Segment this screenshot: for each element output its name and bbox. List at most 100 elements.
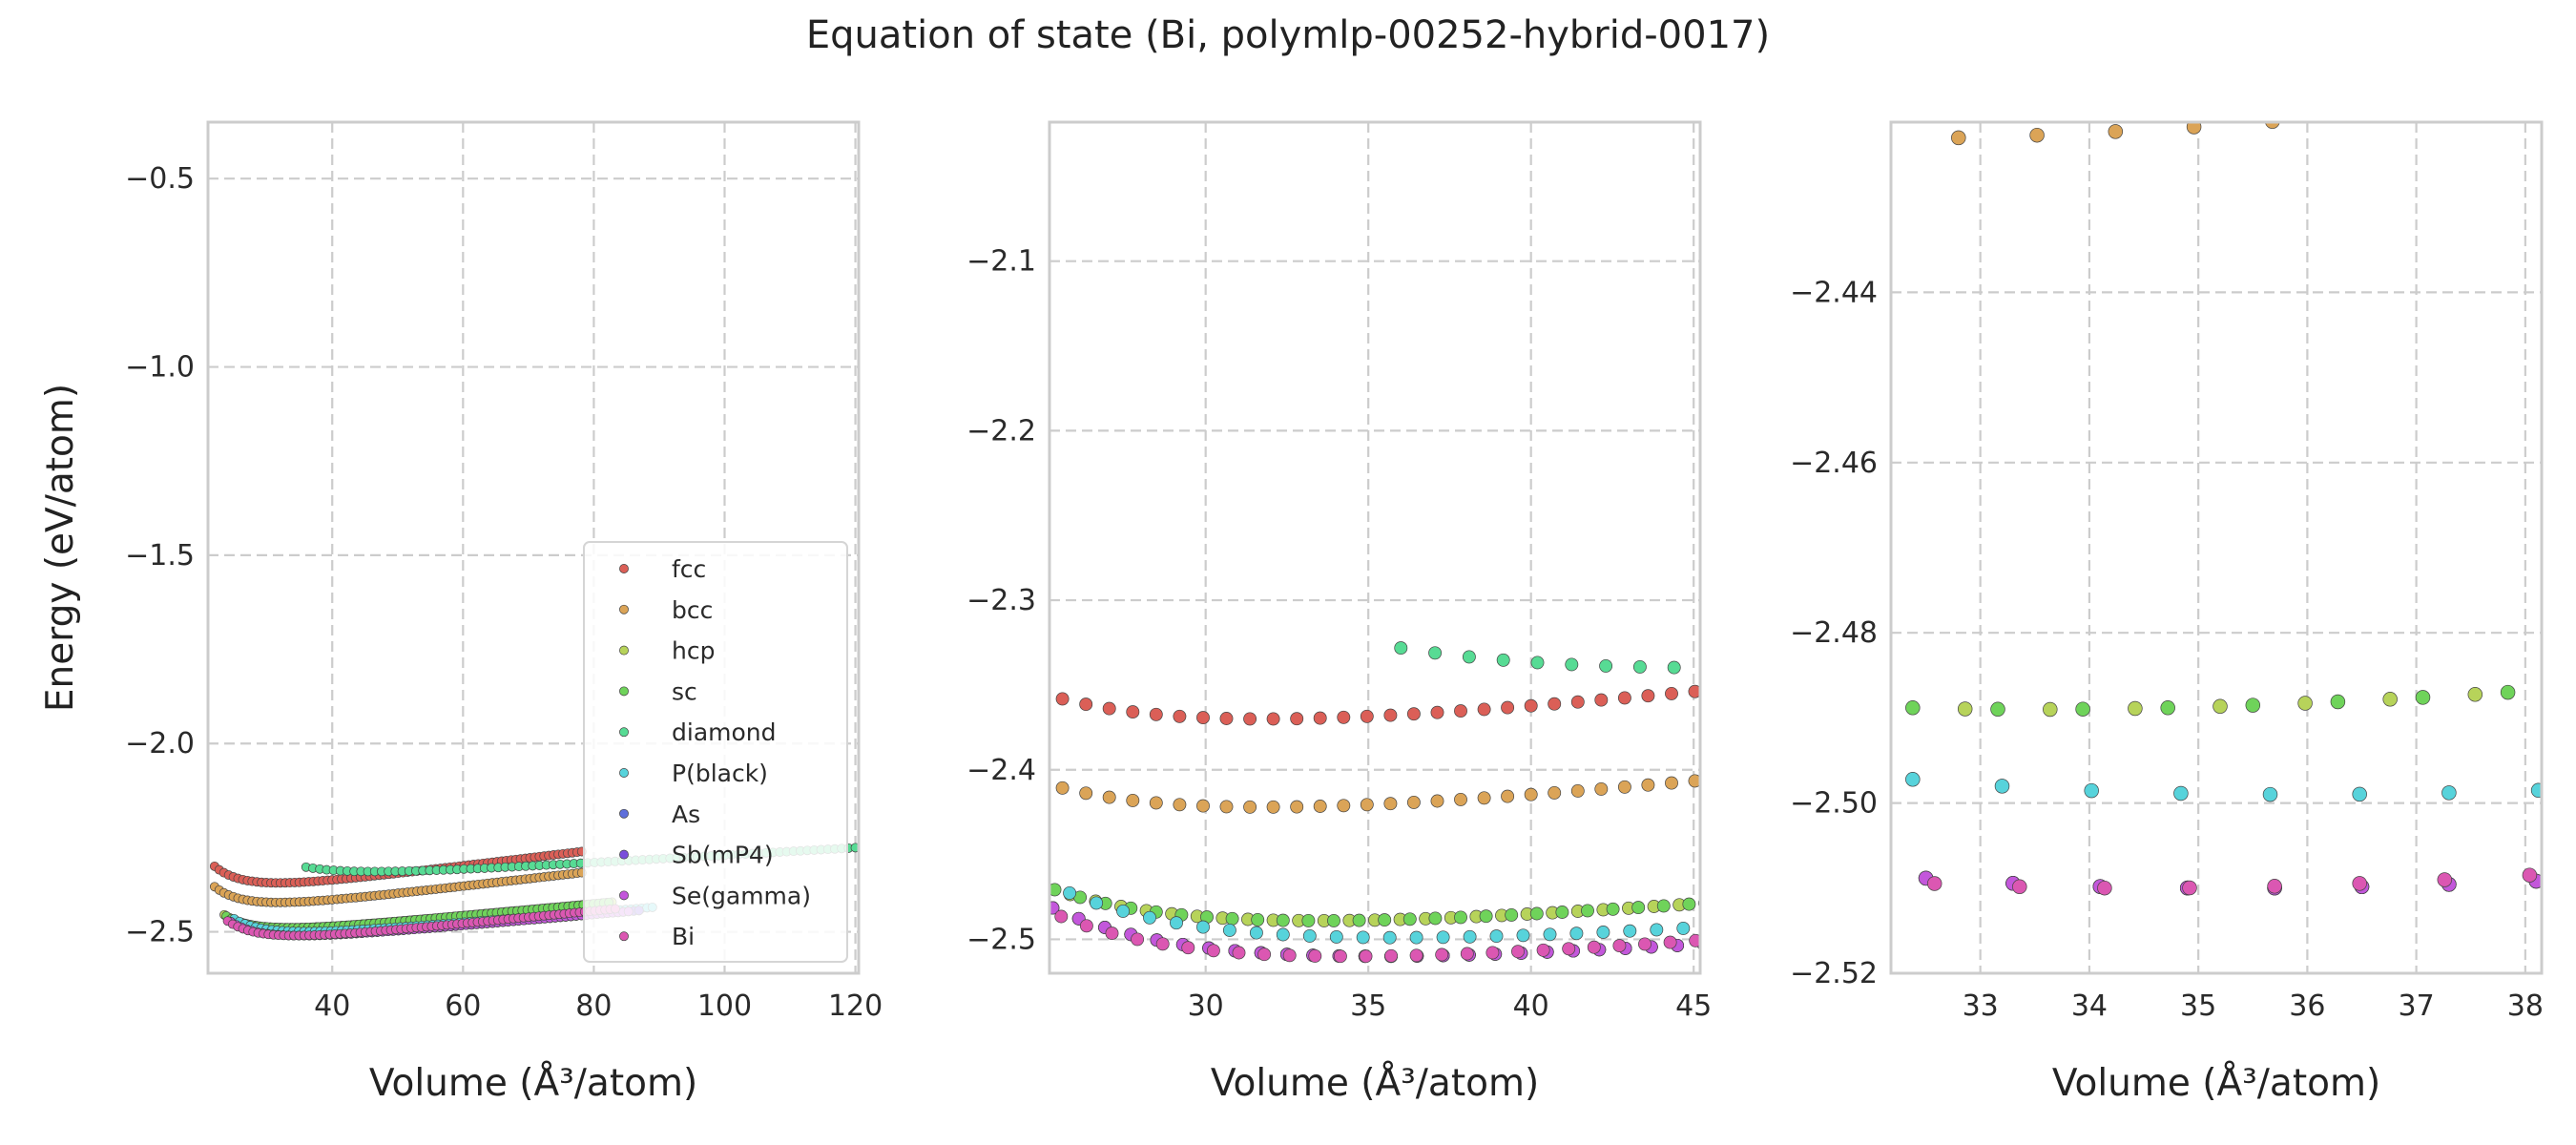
data-point-P(black) xyxy=(1994,779,2010,794)
data-point-hcp xyxy=(1957,701,1973,717)
data-point-sc xyxy=(2330,694,2346,710)
data-point-P(black) xyxy=(1196,920,1210,934)
data-point-fcc xyxy=(1477,702,1491,717)
data-point-fcc xyxy=(1501,700,1515,715)
data-point-fcc xyxy=(1430,705,1444,719)
data-point-Bi xyxy=(1485,946,1500,960)
data-point-P(black) xyxy=(2441,785,2457,801)
data-point-sc xyxy=(1656,899,1671,913)
data-point-Bi xyxy=(1384,948,1399,963)
data-point-bcc xyxy=(2265,122,2280,130)
data-point-bcc xyxy=(1196,799,1210,813)
x-tick-label: 36 xyxy=(2289,989,2325,1023)
data-point-fcc xyxy=(1290,712,1304,726)
data-point-Bi xyxy=(1054,909,1069,924)
y-tick-label: −2.3 xyxy=(966,584,1036,617)
points-group xyxy=(1049,641,1716,964)
data-point-P(black) xyxy=(1302,928,1317,943)
data-point-sc xyxy=(1990,701,2005,718)
data-point-P(black) xyxy=(1516,928,1530,943)
data-point-bcc xyxy=(2347,122,2355,123)
data-point-Bi xyxy=(2012,879,2027,895)
data-point-Bi xyxy=(1663,935,1677,949)
data-point-sc xyxy=(2160,700,2175,716)
legend-marker xyxy=(619,849,629,860)
points-group xyxy=(1905,122,2542,896)
y-tick-label: −1.0 xyxy=(125,351,195,385)
data-point-sc xyxy=(1581,904,1594,918)
data-point-P(black) xyxy=(2530,782,2542,799)
data-point-fcc xyxy=(1524,698,1538,713)
data-point-P(black) xyxy=(1222,923,1236,937)
data-point-fcc xyxy=(1079,697,1093,712)
data-point-hcp xyxy=(2212,698,2228,715)
data-point-P(black) xyxy=(1905,772,1921,787)
data-point-sc xyxy=(1529,906,1544,921)
data-point-P(black) xyxy=(1623,924,1637,938)
data-point-P(black) xyxy=(1704,921,1716,933)
data-point-Bi xyxy=(2352,876,2367,891)
data-point-sc xyxy=(1428,911,1443,926)
x-tick-label: 80 xyxy=(575,989,612,1023)
legend-label: Se(gamma) xyxy=(672,882,811,909)
legend-marker xyxy=(619,604,629,614)
data-point-bcc xyxy=(1266,800,1280,814)
data-point-sc xyxy=(1555,906,1569,919)
data-point-bcc xyxy=(1641,778,1655,792)
data-point-bcc xyxy=(2108,124,2124,139)
x-tick-label: 37 xyxy=(2399,989,2435,1023)
data-point-sc xyxy=(1606,902,1620,916)
data-point-bcc xyxy=(2186,122,2202,135)
data-point-bcc xyxy=(1126,793,1140,807)
data-point-fcc xyxy=(1688,684,1700,698)
data-point-sc xyxy=(1454,910,1467,925)
x-tick-label: 38 xyxy=(2507,989,2544,1023)
data-point-Bi xyxy=(2267,879,2282,894)
legend-marker xyxy=(619,564,629,573)
x-tick-label: 40 xyxy=(314,989,350,1023)
legend-marker xyxy=(619,686,629,697)
data-point-fcc xyxy=(1149,707,1163,721)
plot-background xyxy=(1049,122,1700,973)
data-point-fcc xyxy=(1594,693,1609,707)
data-point-Bi xyxy=(2182,880,2197,896)
x-tick-label: 35 xyxy=(1350,989,1386,1023)
data-point-sc xyxy=(1905,700,1921,716)
y-tick-label: −2.50 xyxy=(1790,787,1878,821)
data-point-Bi xyxy=(2097,880,2112,896)
data-point-diamond xyxy=(1632,659,1647,674)
data-point-diamond xyxy=(1667,660,1681,675)
data-point-Bi xyxy=(1926,876,1942,891)
data-point-fcc xyxy=(1102,701,1116,716)
data-point-fcc xyxy=(1406,707,1421,721)
data-point-bcc xyxy=(1548,785,1562,800)
legend-marker xyxy=(619,768,629,778)
plot-background xyxy=(1891,122,2542,973)
data-point-bcc xyxy=(1951,130,1966,146)
data-point-bcc xyxy=(1524,787,1538,802)
data-point-Bi xyxy=(1689,933,1700,947)
data-point-sc xyxy=(2245,697,2261,713)
data-point-P(black) xyxy=(1409,930,1423,945)
data-point-Bi xyxy=(1511,945,1525,959)
data-point-P(black) xyxy=(1543,927,1557,942)
data-point-diamond xyxy=(1496,653,1510,667)
legend-label: fcc xyxy=(672,555,706,583)
panel-3: 33 34 35 36 37 38 −2.44 −2.46 −2.48 −2.50 −2.52 Vol… xyxy=(1790,120,2544,1105)
data-point-fcc xyxy=(1173,709,1187,723)
legend-label: bcc xyxy=(672,596,713,624)
data-point-P(black) xyxy=(1676,921,1691,935)
data-point-diamond xyxy=(1462,650,1476,664)
data-point-fcc xyxy=(1548,697,1562,711)
data-point-diamond xyxy=(1599,658,1613,673)
data-point-Bi xyxy=(1460,947,1474,961)
data-point-P(black) xyxy=(1063,885,1077,900)
y-tick-label: −0.5 xyxy=(125,162,195,196)
legend-marker xyxy=(619,808,629,819)
data-point-fcc xyxy=(1641,689,1655,703)
data-point-Bi xyxy=(1282,948,1297,963)
data-point-fcc xyxy=(1196,711,1210,725)
y-tick-label: −2.1 xyxy=(966,245,1036,279)
data-point-sc xyxy=(1276,913,1290,927)
